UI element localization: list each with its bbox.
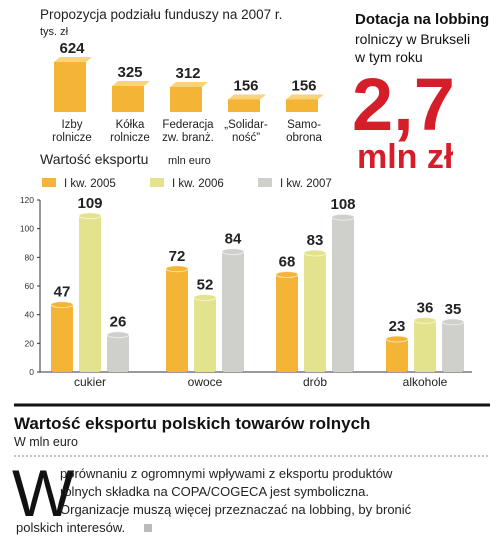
- bar-top: [303, 249, 327, 257]
- unit-label: tys. zł: [40, 26, 69, 38]
- value-label: 72: [169, 248, 186, 265]
- bar: [107, 334, 129, 372]
- value-label: 156: [233, 78, 258, 95]
- y-tick-label: 20: [25, 338, 35, 348]
- body-text: porównaniu z ogromnymi wpływami z ekspor…: [60, 466, 393, 481]
- legend-swatch: [42, 178, 56, 187]
- x-tick-label: owoce: [188, 375, 223, 389]
- value-label: 84: [225, 231, 242, 248]
- bar: [304, 253, 326, 372]
- unit-label: mln euro: [168, 155, 211, 167]
- bar-top: [165, 265, 189, 273]
- legend-swatch: [150, 178, 164, 187]
- y-tick-label: 0: [29, 367, 34, 377]
- bar: [286, 99, 318, 112]
- value-label: 312: [175, 65, 200, 82]
- bar: [112, 85, 144, 112]
- chart-title: Propozycja podziału funduszy na 2007 r.: [40, 7, 282, 22]
- value-label: 108: [330, 196, 355, 213]
- sidebar-line: rolniczy w Brukseli: [355, 31, 470, 47]
- category-label: Samo-: [287, 119, 321, 131]
- value-label: 23: [389, 318, 406, 335]
- bar-top: [50, 301, 74, 309]
- legend-label: I kw. 2006: [172, 178, 224, 190]
- x-tick-label: alkohole: [403, 375, 448, 389]
- category-label: Izby: [61, 119, 82, 131]
- sidebar-line: Dotacja na lobbing: [355, 11, 489, 28]
- bar: [79, 215, 101, 372]
- category-label: zw. branż.: [162, 132, 214, 144]
- body-text: polskich interesów.: [16, 520, 125, 535]
- category-label: Kółka: [116, 119, 145, 131]
- bar-top: [413, 316, 437, 324]
- sidebar-amount: 2,7: [352, 63, 455, 146]
- legend-label: I kw. 2005: [64, 178, 116, 190]
- bar-top: [286, 94, 324, 100]
- value-label: 68: [279, 254, 296, 271]
- bar: [194, 297, 216, 372]
- category-label: rolnicze: [52, 132, 92, 144]
- bar: [222, 251, 244, 372]
- body-text: rolnych składka na COPA/COGECA jest symb…: [60, 484, 369, 499]
- bar: [386, 339, 408, 372]
- value-label: 52: [197, 276, 214, 293]
- bar-top: [228, 94, 266, 100]
- category-label: rolnicze: [110, 132, 150, 144]
- value-label: 325: [117, 64, 142, 81]
- y-tick-label: 120: [20, 195, 34, 205]
- y-tick-label: 40: [25, 310, 35, 320]
- bar-top: [385, 335, 409, 343]
- y-tick-label: 60: [25, 281, 35, 291]
- bar-top: [170, 82, 208, 87]
- category-label: obrona: [286, 132, 322, 144]
- x-tick-label: drób: [303, 375, 327, 389]
- value-label: 26: [110, 314, 127, 331]
- bar: [51, 304, 73, 372]
- bar: [276, 274, 298, 372]
- value-label: 156: [291, 78, 316, 95]
- bar: [54, 62, 86, 112]
- end-mark: [144, 524, 152, 532]
- bar: [166, 268, 188, 372]
- bar-top: [78, 212, 102, 220]
- category-label: ność”: [232, 132, 260, 144]
- bar-top: [54, 57, 92, 62]
- bar-top: [331, 213, 355, 221]
- bar: [414, 320, 436, 372]
- body-text: Organizacje muszą więcej przeznaczać na …: [60, 502, 412, 517]
- drop-cap: W: [12, 456, 75, 530]
- value-label: 47: [54, 284, 71, 301]
- bar-top: [221, 248, 245, 256]
- bar: [170, 87, 202, 112]
- x-tick-label: cukier: [74, 375, 106, 389]
- footer-title: Wartość eksportu polskich towarów rolnyc…: [14, 414, 370, 433]
- value-label: 36: [417, 299, 434, 316]
- y-tick-label: 100: [20, 224, 34, 234]
- legend-swatch: [258, 178, 272, 187]
- footer-subtitle: W mln euro: [14, 435, 78, 449]
- legend-label: I kw. 2007: [280, 178, 332, 190]
- bar-top: [112, 80, 150, 86]
- value-label: 83: [307, 232, 324, 249]
- bar-top: [441, 318, 465, 326]
- value-label: 624: [59, 40, 85, 57]
- bar-top: [193, 293, 217, 301]
- bar: [442, 321, 464, 372]
- category-label: „Solidar-: [224, 119, 268, 131]
- bar-top: [275, 271, 299, 279]
- value-label: 35: [445, 301, 462, 318]
- value-label: 109: [77, 195, 102, 212]
- bar: [332, 217, 354, 372]
- bar-top: [106, 331, 130, 339]
- category-label: Federacja: [162, 119, 214, 131]
- sidebar-unit: mln zł: [357, 138, 454, 176]
- y-tick-label: 80: [25, 252, 35, 262]
- sidebar-line: w tym roku: [354, 49, 423, 65]
- chart-title: Wartość eksportu: [40, 151, 148, 167]
- bar: [228, 99, 260, 112]
